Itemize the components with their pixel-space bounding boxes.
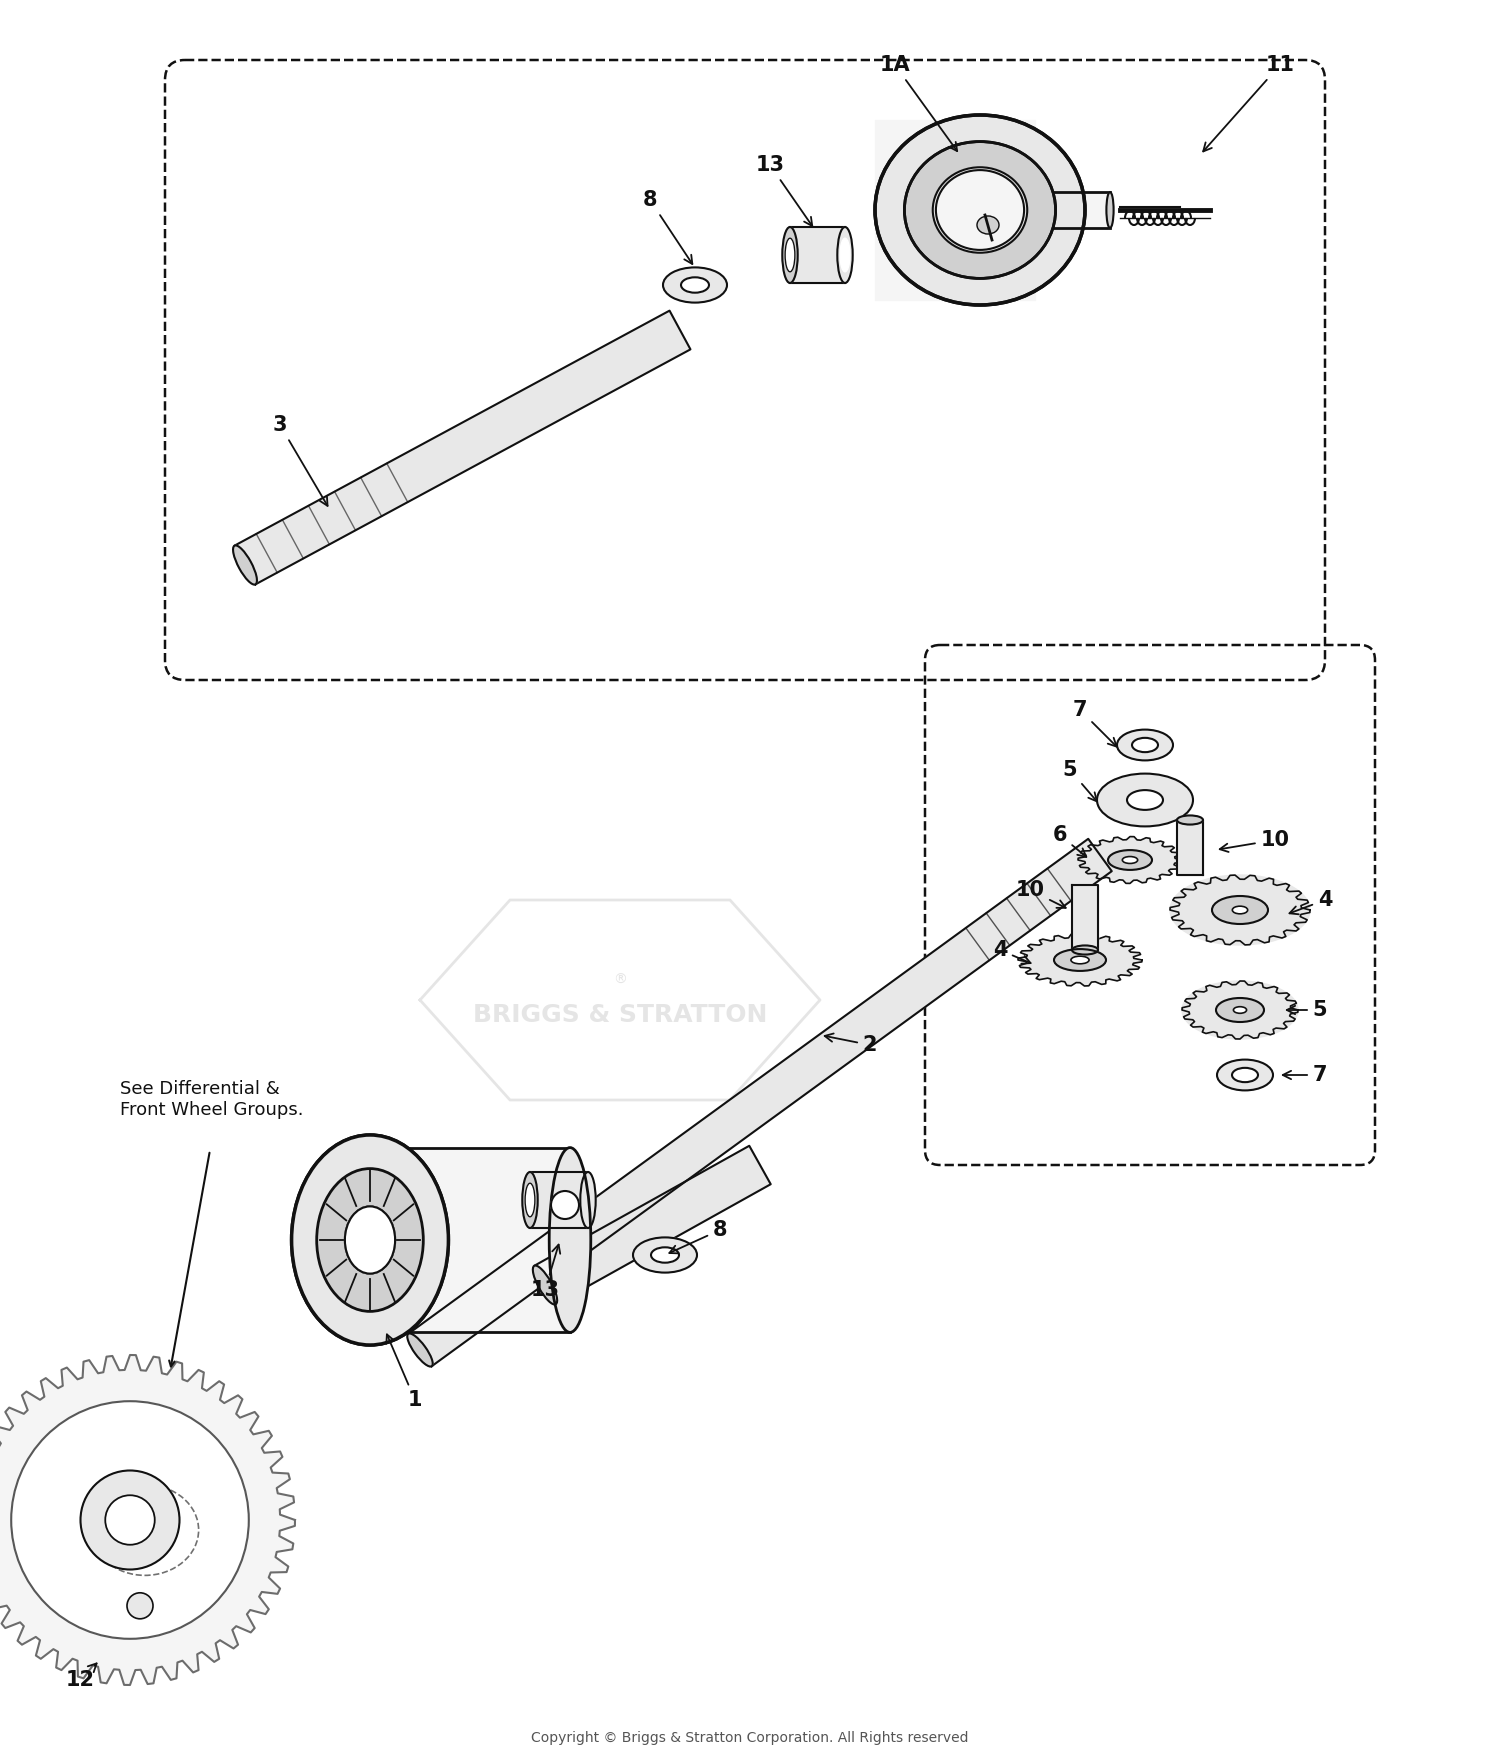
Ellipse shape [874, 115, 1084, 305]
Ellipse shape [633, 1238, 698, 1273]
Text: 10: 10 [1016, 880, 1065, 908]
Ellipse shape [837, 227, 852, 284]
Text: 8: 8 [669, 1220, 728, 1253]
Ellipse shape [408, 1333, 432, 1366]
Text: 13: 13 [531, 1245, 560, 1299]
Text: 7: 7 [1072, 700, 1116, 746]
Ellipse shape [1182, 980, 1298, 1038]
Polygon shape [408, 839, 1112, 1366]
Ellipse shape [904, 141, 1056, 279]
Ellipse shape [1071, 956, 1089, 964]
Polygon shape [1170, 874, 1310, 945]
Ellipse shape [976, 217, 999, 234]
Text: 10: 10 [1220, 830, 1290, 852]
Ellipse shape [1122, 857, 1137, 864]
Ellipse shape [663, 268, 728, 303]
Text: Copyright © Briggs & Stratton Corporation. All Rights reserved: Copyright © Briggs & Stratton Corporatio… [531, 1731, 969, 1745]
Circle shape [550, 1192, 579, 1218]
Polygon shape [534, 1146, 771, 1305]
Text: 7: 7 [1282, 1065, 1328, 1084]
Ellipse shape [525, 1183, 536, 1216]
Circle shape [10, 1402, 249, 1640]
Text: 2: 2 [825, 1033, 878, 1054]
Ellipse shape [291, 1135, 448, 1345]
Ellipse shape [1233, 1007, 1246, 1014]
Polygon shape [234, 310, 690, 584]
Circle shape [81, 1470, 180, 1569]
Ellipse shape [1216, 998, 1264, 1023]
Polygon shape [1078, 837, 1182, 883]
Ellipse shape [1108, 850, 1152, 869]
Text: 3: 3 [273, 414, 327, 506]
Ellipse shape [874, 115, 1084, 305]
Polygon shape [1178, 820, 1203, 874]
Ellipse shape [316, 1169, 423, 1312]
Ellipse shape [1126, 790, 1162, 809]
Ellipse shape [1118, 730, 1173, 760]
Ellipse shape [549, 1148, 591, 1333]
Ellipse shape [1132, 739, 1158, 753]
Polygon shape [1019, 934, 1142, 986]
Text: ®: ® [614, 973, 627, 987]
Polygon shape [530, 1172, 588, 1229]
Ellipse shape [1178, 816, 1203, 825]
Ellipse shape [291, 1135, 448, 1345]
Ellipse shape [784, 238, 795, 272]
Ellipse shape [840, 238, 850, 272]
Text: 5: 5 [1287, 1000, 1328, 1021]
Text: See Differential &
Front Wheel Groups.: See Differential & Front Wheel Groups. [120, 1081, 303, 1120]
Ellipse shape [1216, 1060, 1274, 1090]
Polygon shape [874, 120, 1035, 300]
Ellipse shape [1054, 948, 1106, 971]
Text: 13: 13 [756, 155, 813, 226]
Ellipse shape [1232, 1068, 1258, 1082]
Ellipse shape [1072, 945, 1098, 954]
Text: 4: 4 [1290, 890, 1332, 915]
Text: 1A: 1A [879, 55, 957, 152]
Ellipse shape [1212, 896, 1268, 924]
Ellipse shape [904, 141, 1056, 279]
Ellipse shape [783, 227, 798, 284]
Ellipse shape [532, 1266, 556, 1305]
Text: 5: 5 [1062, 760, 1096, 802]
Ellipse shape [232, 545, 256, 585]
Ellipse shape [681, 277, 710, 293]
Ellipse shape [580, 1172, 596, 1229]
Polygon shape [1030, 192, 1110, 227]
Circle shape [105, 1495, 154, 1544]
Text: 4: 4 [993, 940, 1030, 964]
Text: 8: 8 [642, 190, 693, 264]
Circle shape [128, 1592, 153, 1618]
Text: 12: 12 [66, 1664, 96, 1691]
Polygon shape [1072, 885, 1098, 950]
Ellipse shape [933, 167, 1028, 252]
Ellipse shape [651, 1246, 680, 1262]
Ellipse shape [1107, 192, 1113, 227]
Ellipse shape [522, 1172, 537, 1229]
Text: 6: 6 [1053, 825, 1086, 857]
Ellipse shape [345, 1206, 394, 1273]
Text: 11: 11 [1203, 55, 1294, 152]
Text: BRIGGS & STRATTON: BRIGGS & STRATTON [472, 1003, 766, 1028]
Ellipse shape [936, 169, 1024, 250]
Polygon shape [370, 1148, 570, 1333]
Ellipse shape [316, 1169, 423, 1312]
Text: 1: 1 [387, 1335, 423, 1410]
Polygon shape [0, 1356, 296, 1685]
Ellipse shape [1233, 906, 1248, 913]
Ellipse shape [1170, 874, 1310, 945]
Polygon shape [790, 227, 844, 284]
Ellipse shape [345, 1206, 394, 1273]
Polygon shape [1182, 980, 1298, 1038]
Ellipse shape [1096, 774, 1192, 827]
